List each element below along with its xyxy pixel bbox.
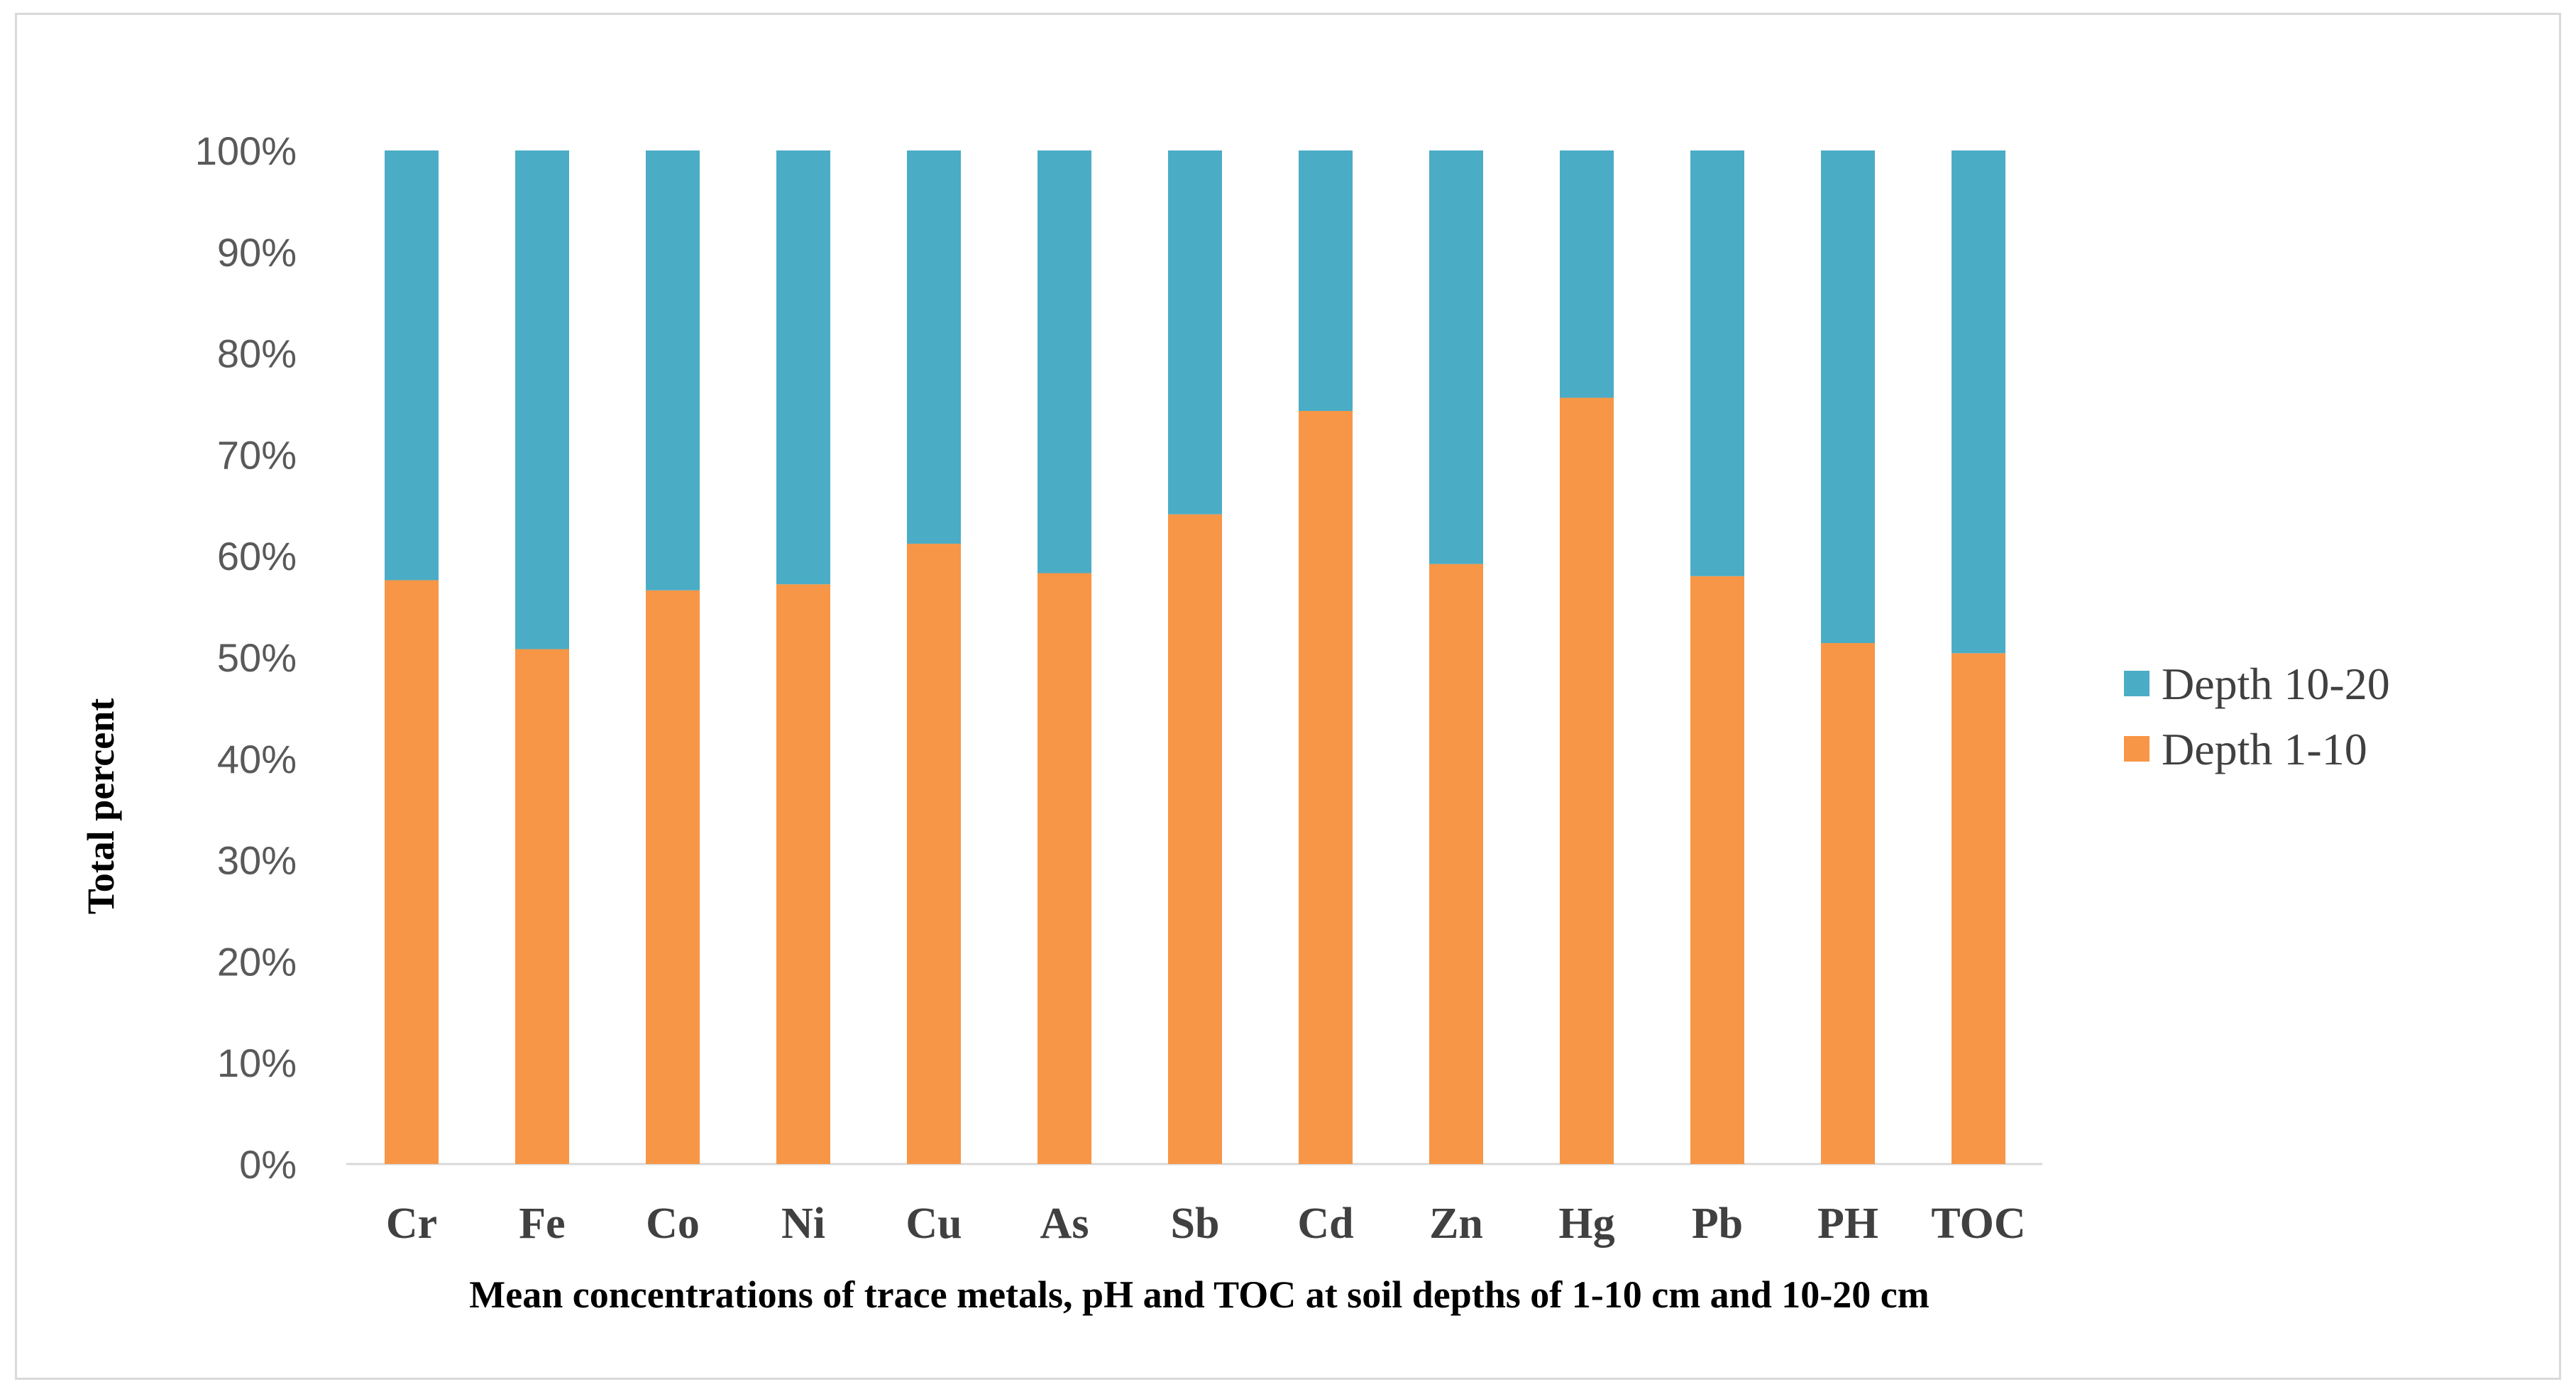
x-tick-label-pb: Pb (1692, 1200, 1743, 1248)
x-tick-label-hg: Hg (1558, 1200, 1614, 1248)
y-tick-label: 100% (195, 128, 297, 173)
y-tick-label: 60% (217, 534, 297, 578)
x-axis-title: Mean concentrations of trace metals, pH … (469, 1273, 1929, 1316)
bar-cd-depth-10-20 (1299, 150, 1353, 411)
bar-zn-depth-10-20 (1429, 150, 1483, 564)
x-tick-label-ph: PH (1817, 1200, 1878, 1248)
y-tick-label: 10% (217, 1041, 297, 1085)
legend-swatch-depth-10-20 (2124, 671, 2150, 696)
bar-cu-depth-1-10 (907, 544, 961, 1164)
bars-group (385, 150, 2005, 1164)
x-tick-label-sb: Sb (1171, 1200, 1220, 1248)
bar-zn-depth-1-10 (1429, 564, 1483, 1164)
x-tick-label-ni: Ni (781, 1200, 825, 1248)
bar-sb-depth-10-20 (1168, 150, 1222, 515)
y-axis-ticks: 0% 10% 20% 30% 40% 50% 60% 70% 80% 90% 100% (195, 128, 297, 1187)
bar-cd-depth-1-10 (1299, 410, 1353, 1164)
bar-hg-depth-10-20 (1560, 150, 1614, 398)
x-tick-label-toc: TOC (1931, 1200, 2025, 1248)
legend-label-depth-1-10: Depth 1-10 (2162, 724, 2367, 774)
y-tick-label: 40% (217, 737, 297, 781)
y-tick-label: 30% (217, 838, 297, 883)
bar-ph-depth-1-10 (1821, 643, 1875, 1164)
bar-cr-depth-10-20 (385, 150, 439, 581)
bar-cr-depth-1-10 (385, 580, 439, 1164)
bar-ni-depth-1-10 (776, 584, 830, 1164)
bar-as-depth-1-10 (1037, 573, 1091, 1164)
bar-ni-depth-10-20 (776, 150, 830, 585)
bar-toc-depth-10-20 (1952, 150, 2005, 654)
x-tick-label-co: Co (646, 1200, 700, 1248)
bar-hg-depth-1-10 (1560, 397, 1614, 1164)
x-axis-ticks: Cr Fe Co Ni Cu As Sb Cd Zn Hg Pb PH TOC (386, 1200, 2026, 1248)
x-tick-label-cu: Cu (906, 1200, 962, 1248)
bar-fe-depth-1-10 (515, 649, 569, 1164)
bar-co-depth-1-10 (646, 590, 700, 1164)
bar-as-depth-10-20 (1037, 150, 1091, 573)
bar-toc-depth-1-10 (1952, 653, 2005, 1164)
y-tick-label: 50% (217, 635, 297, 680)
x-tick-label-cd: Cd (1297, 1200, 1353, 1248)
bar-pb-depth-10-20 (1690, 150, 1744, 576)
y-tick-label: 20% (217, 939, 297, 984)
legend-swatch-depth-1-10 (2124, 736, 2150, 762)
y-tick-label: 80% (217, 331, 297, 376)
legend-label-depth-10-20: Depth 10-20 (2162, 659, 2390, 709)
y-tick-label: 70% (217, 432, 297, 477)
bar-sb-depth-1-10 (1168, 514, 1222, 1164)
bar-co-depth-10-20 (646, 150, 700, 591)
bar-pb-depth-1-10 (1690, 576, 1744, 1164)
bar-cu-depth-10-20 (907, 150, 961, 544)
x-tick-label-zn: Zn (1429, 1200, 1483, 1248)
y-tick-label: 0% (239, 1142, 297, 1187)
x-tick-label-as: As (1040, 1200, 1089, 1248)
y-axis-title: Total percent (79, 698, 122, 915)
legend: Depth 10-20 Depth 1-10 (2124, 659, 2390, 774)
x-tick-label-fe: Fe (519, 1200, 565, 1248)
bar-ph-depth-10-20 (1821, 150, 1875, 644)
x-tick-label-cr: Cr (386, 1200, 437, 1248)
bar-fe-depth-10-20 (515, 150, 569, 649)
y-tick-label: 90% (217, 230, 297, 275)
